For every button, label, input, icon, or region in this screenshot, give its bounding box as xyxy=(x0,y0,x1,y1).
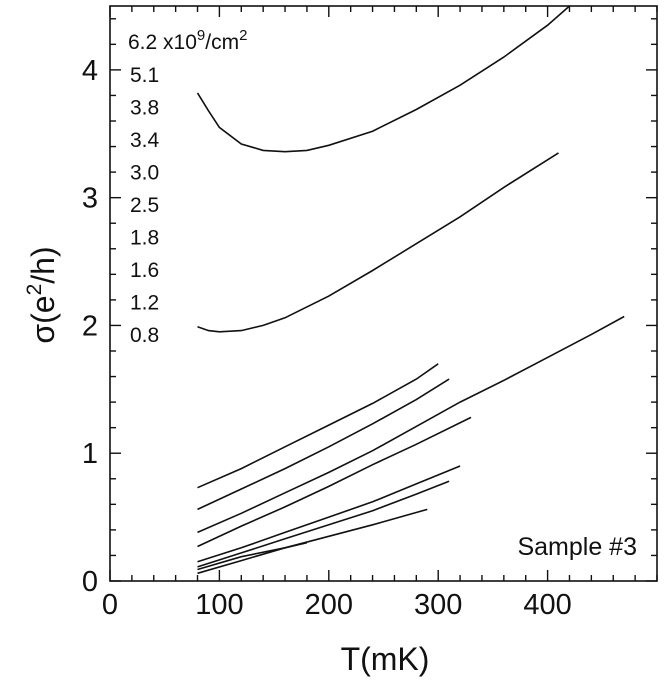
legend-header-unit-exponent: 2 xyxy=(239,27,247,44)
series-line-1 xyxy=(196,5,571,153)
x-tick-label: 0 xyxy=(102,589,118,621)
x-tick-label: 300 xyxy=(414,589,462,621)
series-line-9 xyxy=(197,508,428,575)
series-line-10 xyxy=(197,541,308,571)
legend-label: 3.8 xyxy=(130,97,159,120)
legend-label: 3.0 xyxy=(130,162,159,185)
legend-labels: 5.1 3.8 3.4 3.0 2.5 1.8 1.6 1.2 0.8 xyxy=(130,64,160,347)
axis-tick-labels: 0 100 200 300 400 0 1 2 3 4 xyxy=(82,55,572,621)
y-tick-label: 0 xyxy=(82,566,98,598)
legend-header-exponent: 9 xyxy=(197,27,205,44)
y-axis-title: σ(e2/h) xyxy=(23,246,61,343)
plot-border xyxy=(109,5,658,582)
series-line-3 xyxy=(197,315,625,534)
y-tick-label: 2 xyxy=(82,310,98,342)
y-tick-label: 1 xyxy=(82,438,98,470)
series-line-7 xyxy=(197,465,461,563)
y-axis-title-main: σ(e xyxy=(25,295,61,343)
legend-label: 1.8 xyxy=(130,227,159,250)
legend-label: 1.2 xyxy=(130,292,159,315)
axis-ticks xyxy=(109,6,658,582)
x-tick-label: 100 xyxy=(195,589,243,621)
sample-annotation: Sample #3 xyxy=(517,533,637,561)
legend-label: 2.5 xyxy=(130,194,159,217)
x-axis-title: T(mK) xyxy=(341,641,430,677)
series-line-2 xyxy=(197,152,559,333)
series-line-5 xyxy=(197,378,450,511)
legend-header-unit: /cm xyxy=(205,31,239,54)
data-curves xyxy=(196,5,625,575)
legend-label: 1.6 xyxy=(130,259,159,282)
x-tick-label: 200 xyxy=(305,589,353,621)
y-tick-label: 3 xyxy=(82,183,98,215)
legend-label: 5.1 xyxy=(130,64,159,87)
y-axis-title-superscript: 2 xyxy=(23,284,46,296)
plot-frame xyxy=(109,5,658,582)
legend-header: 6.2 x109/cm2 xyxy=(128,27,247,54)
legend-header-value: 6.2 x10 xyxy=(128,31,197,54)
legend-label: 3.4 xyxy=(130,129,160,152)
series-line-4 xyxy=(197,363,439,489)
y-tick-label: 4 xyxy=(82,55,98,87)
y-axis-title-unit: /h) xyxy=(25,246,61,283)
x-tick-label: 400 xyxy=(523,589,571,621)
series-line-6 xyxy=(197,416,472,548)
legend-label: 0.8 xyxy=(130,324,159,347)
series-line-8 xyxy=(197,480,450,568)
